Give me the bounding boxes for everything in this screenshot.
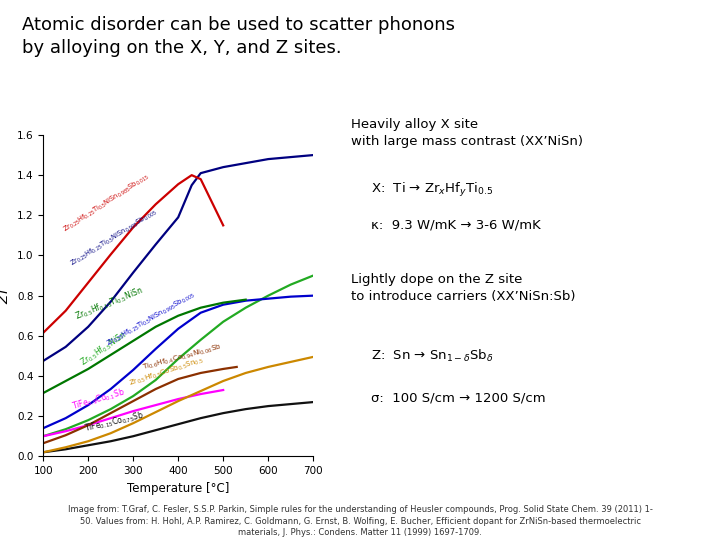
Text: Zr$_{0.5}$Hf$_{0.5}$NiSn: Zr$_{0.5}$Hf$_{0.5}$NiSn	[78, 329, 129, 369]
Text: Zr$_{0.5}$Hf$_{0.5}$CoSb$_{0.5}$Sn$_{0.5}$: Zr$_{0.5}$Hf$_{0.5}$CoSb$_{0.5}$Sn$_{0.5…	[127, 355, 206, 389]
Text: Lightly dope on the Z site
to introduce carriers (XX’NiSn:Sb): Lightly dope on the Z site to introduce …	[351, 273, 575, 303]
Text: Zr$_{0.5}$Hf$_{0.15}$Ti$_{0.5}$NiSn: Zr$_{0.5}$Hf$_{0.15}$Ti$_{0.5}$NiSn	[73, 284, 145, 323]
Text: Zr$_{0.25}$Hf$_{0.25}$Ti$_{0.5}$NiSn$_{0.985}$Sb$_{0.015}$: Zr$_{0.25}$Hf$_{0.25}$Ti$_{0.5}$NiSn$_{0…	[61, 172, 151, 235]
Text: Ti$_{0.6}$Hf$_{0.4}$Co$_{0.94}$Ni$_{0.06}$Sb: Ti$_{0.6}$Hf$_{0.4}$Co$_{0.94}$Ni$_{0.06…	[142, 342, 224, 373]
X-axis label: Temperature [°C]: Temperature [°C]	[127, 482, 230, 495]
Text: σ:  100 S/cm → 1200 S/cm: σ: 100 S/cm → 1200 S/cm	[371, 392, 546, 404]
Y-axis label: ZT: ZT	[0, 287, 12, 304]
Text: Zr$_{0.25}$Hf$_{0.25}$Ti$_{0.5}$NiSn$_{0.995}$Sb$_{0.005}$: Zr$_{0.25}$Hf$_{0.25}$Ti$_{0.5}$NiSn$_{0…	[104, 289, 197, 349]
Text: TiFe$_{0.9}$Co$_{0.1}$Sb: TiFe$_{0.9}$Co$_{0.1}$Sb	[71, 386, 127, 413]
Text: Heavily alloy X site
with large mass contrast (XX’NiSn): Heavily alloy X site with large mass con…	[351, 118, 582, 148]
Text: X:  Ti → Zr$_x$Hf$_y$Ti$_{0.5}$: X: Ti → Zr$_x$Hf$_y$Ti$_{0.5}$	[371, 181, 493, 199]
Text: Zr$_{0.25}$Hf$_{0.25}$Ti$_{0.5}$NiSn$_{0.995}$Sb$_{0.005}$: Zr$_{0.25}$Hf$_{0.25}$Ti$_{0.5}$NiSn$_{0…	[68, 206, 159, 268]
Text: TiFe$_{0.15}$Co$_{0.75}$Sb: TiFe$_{0.15}$Co$_{0.75}$Sb	[83, 409, 145, 435]
Text: Image from: T.Graf, C. Fesler, S.S.P. Parkin, Simple rules for the understanding: Image from: T.Graf, C. Fesler, S.S.P. Pa…	[68, 505, 652, 537]
Text: Z:  Sn → Sn$_{1-\delta}$Sb$_{\delta}$: Z: Sn → Sn$_{1-\delta}$Sb$_{\delta}$	[371, 348, 493, 364]
Text: Atomic disorder can be used to scatter phonons
by alloying on the X, Y, and Z si: Atomic disorder can be used to scatter p…	[22, 16, 454, 57]
Text: κ:  9.3 W/mK → 3-6 W/mK: κ: 9.3 W/mK → 3-6 W/mK	[371, 219, 541, 232]
